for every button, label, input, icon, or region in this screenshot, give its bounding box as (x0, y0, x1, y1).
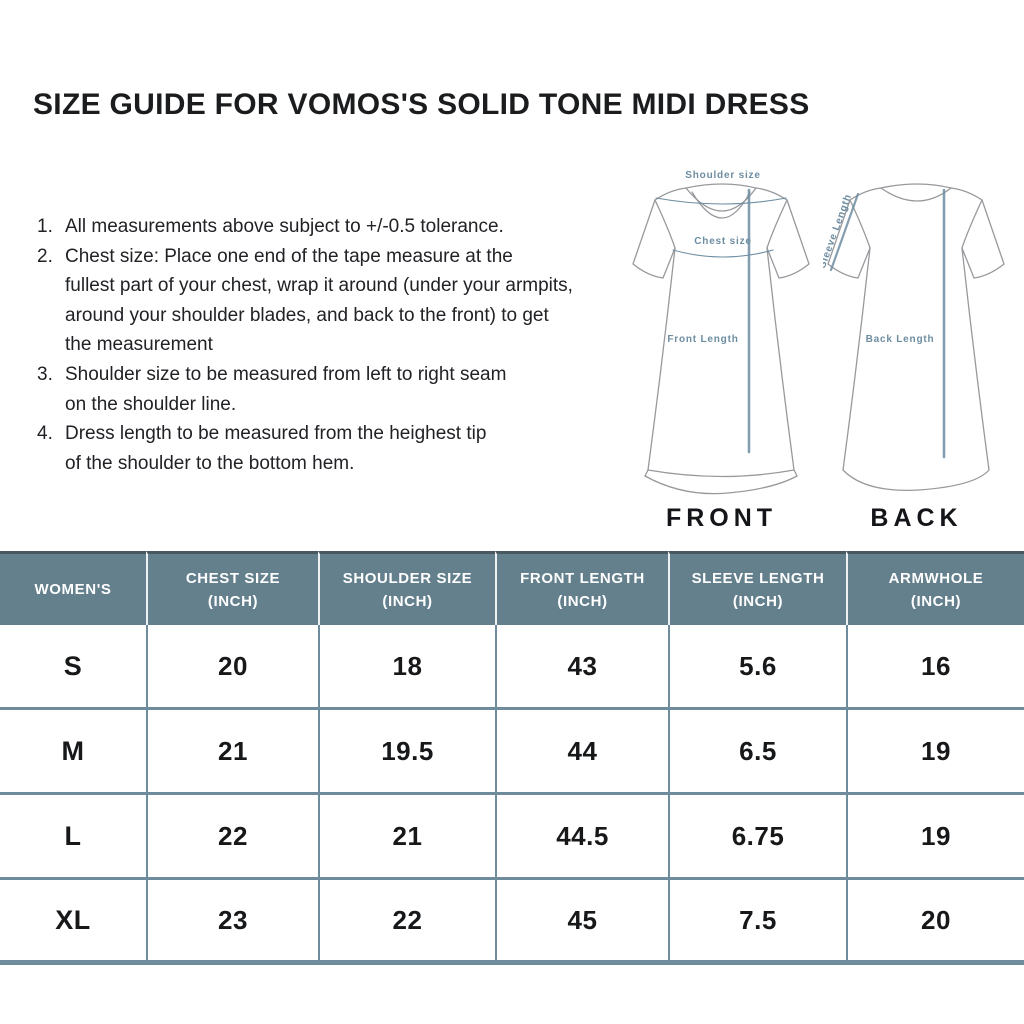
value-cell: 45 (495, 880, 668, 965)
shoulder-size-label: Shoulder size (685, 170, 760, 181)
size-cell: M (0, 710, 146, 795)
note-text: Shoulder size to be measured from left t… (65, 360, 637, 419)
note-line: on the shoulder line. (65, 393, 237, 415)
value-cell: 21 (318, 795, 495, 880)
sleeve-length-label: Sleeve Length (823, 193, 854, 270)
value-cell: 19 (846, 795, 1024, 880)
note-line: the measurement (65, 334, 213, 356)
value-cell: 22 (318, 880, 495, 965)
value-cell: 16 (846, 625, 1024, 710)
note-line: All measurements above subject to +/-0.5… (65, 216, 504, 237)
value-cell: 20 (846, 880, 1024, 965)
note-line: of the shoulder to the bottom hem. (65, 452, 355, 474)
size-cell: S (0, 625, 146, 710)
note-number: 4. (37, 423, 53, 445)
back-view-figure: Sleeve Length Back Length BACK (823, 152, 1010, 533)
measurement-notes: 1. All measurements above subject to +/-0… (37, 212, 637, 478)
value-cell: 20 (146, 625, 318, 710)
value-cell: 19 (846, 710, 1024, 795)
note-line: fullest part of your chest, wrap it arou… (65, 275, 573, 297)
chest-size-label: Chest size (694, 236, 751, 247)
note-line: around your shoulder blades, and back to… (65, 304, 549, 326)
note-item: 1. All measurements above subject to +/-0… (37, 212, 637, 242)
column-header: SHOULDER SIZE (INCH) (318, 551, 495, 625)
front-caption: FRONT (665, 504, 778, 532)
value-cell: 21 (146, 710, 318, 795)
note-item: 3. Shoulder size to be measured from left… (37, 360, 637, 419)
back-length-label: Back Length (866, 334, 935, 345)
front-length-label: Front Length (667, 334, 738, 345)
value-cell: 43 (495, 625, 668, 710)
value-cell: 6.75 (668, 795, 846, 880)
note-line: Shoulder size to be measured from left t… (65, 363, 507, 385)
note-text: All measurements above subject to +/-0.5… (65, 212, 637, 242)
value-cell: 22 (146, 795, 318, 880)
note-line: Chest size: Place one end of the tape me… (65, 245, 513, 267)
front-view-figure: Shoulder size Chest size Front Length FR… (628, 152, 815, 533)
size-cell: XL (0, 880, 146, 965)
page-title: SIZE GUIDE FOR VOMOS'S SOLID TONE MIDI D… (33, 88, 810, 121)
size-cell: L (0, 795, 146, 880)
dress-diagram: Shoulder size Chest size Front Length FR… (628, 152, 1010, 533)
note-number: 2. (37, 245, 53, 267)
value-cell: 6.5 (668, 710, 846, 795)
note-number: 3. (37, 363, 53, 385)
column-header: ARMWHOLE (INCH) (846, 551, 1024, 625)
note-item: 2. Chest size: Place one end of the tape … (37, 242, 637, 360)
column-header: FRONT LENGTH (INCH) (495, 551, 668, 625)
value-cell: 44.5 (495, 795, 668, 880)
column-header: WOMEN'S (0, 551, 146, 625)
note-text: Dress length to be measured from the hei… (65, 419, 637, 478)
size-table: WOMEN'S CHEST SIZE (INCH) SHOULDER SIZE (INC… (0, 551, 1024, 965)
value-cell: 7.5 (668, 880, 846, 965)
note-item: 4. Dress length to be measured from the h… (37, 419, 637, 478)
value-cell: 5.6 (668, 625, 846, 710)
note-text: Chest size: Place one end of the tape me… (65, 242, 637, 360)
note-number: 1. (37, 216, 53, 237)
value-cell: 44 (495, 710, 668, 795)
back-caption: BACK (870, 504, 963, 532)
column-header: CHEST SIZE (INCH) (146, 551, 318, 625)
column-header: SLEEVE LENGTH (INCH) (668, 551, 846, 625)
note-line: Dress length to be measured from the hei… (65, 423, 487, 445)
back-dress-drawing: Sleeve Length Back Length (823, 183, 1005, 491)
value-cell: 18 (318, 625, 495, 710)
value-cell: 19.5 (318, 710, 495, 795)
front-dress-drawing: Shoulder size Chest size Front Length (632, 170, 810, 495)
value-cell: 23 (146, 880, 318, 965)
